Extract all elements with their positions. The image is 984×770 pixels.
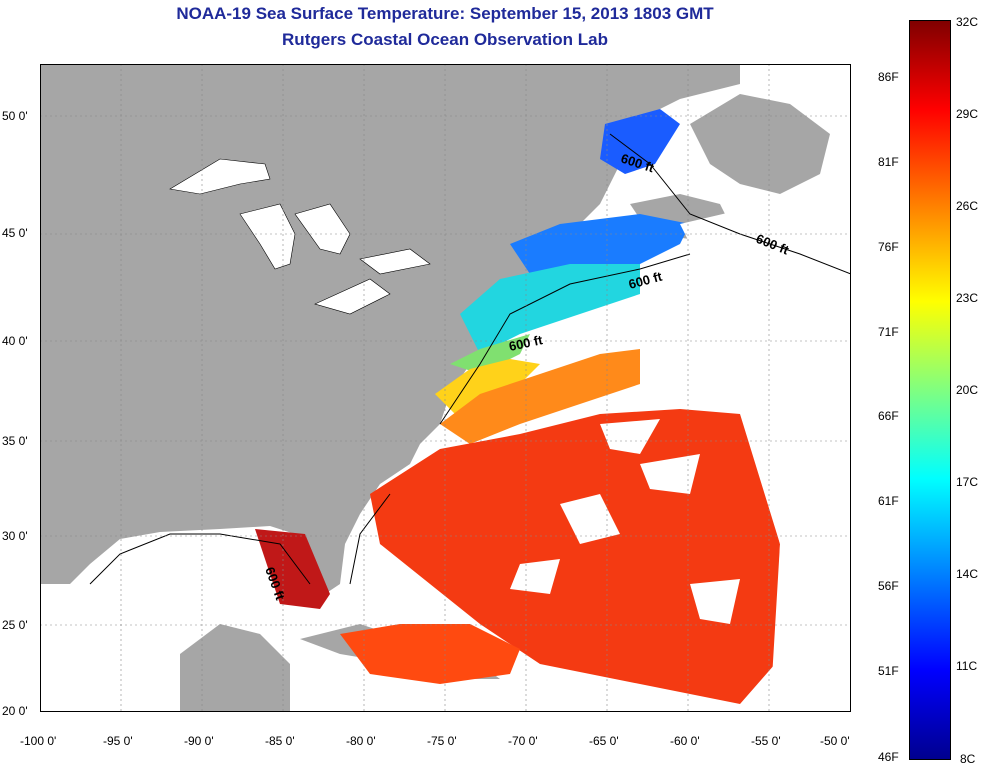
colorbar-fahrenheit-label: 56F [878,579,899,593]
colorbar-celsius-label: 14C [956,567,979,581]
colorbar-fahrenheit-label: 86F [878,70,899,84]
lon-label: -60 0' [670,734,700,748]
lat-label: 25 0' [2,618,28,632]
colorbar-fahrenheit-label: 51F [878,664,899,678]
colorbar-celsius-label: 26C [956,199,979,213]
contour-label: 600 ft [508,332,545,354]
lon-label: -85 0' [265,734,295,748]
lon-label: -80 0' [346,734,376,748]
lon-label: -95 0' [103,734,133,748]
colorbar-celsius-label: 20C [956,383,979,397]
lon-label: -70 0' [508,734,538,748]
sst-map: 600 ft 600 ft 600 ft 600 ft 600 ft [40,64,851,712]
graticule [40,64,851,712]
lon-label: -55 0' [751,734,781,748]
sst-orange-zone [440,349,640,444]
lon-label: -50 0' [820,734,850,748]
sst-caribbean [340,624,520,684]
colorbar-fahrenheit-label: 76F [878,240,899,254]
sst-green-shelf [450,334,530,374]
sst-warm-gulf-strip [255,529,330,609]
bathymetry-contour [89,133,851,585]
colorbar-celsius-label: 11C [956,659,978,673]
lon-label: -65 0' [589,734,619,748]
colorbar-celsius-label: 32C [956,15,979,29]
colorbar-fahrenheit-label: 61F [878,494,899,508]
land-yucatan [180,624,290,712]
map-title: NOAA-19 Sea Surface Temperature: Septemb… [176,4,714,23]
lon-label: -100 0' [20,734,57,748]
lat-label: 20 0' [2,704,28,718]
lat-label: 30 0' [2,529,28,543]
lat-label: 45 0' [2,226,28,240]
colorbar-celsius-label: 29C [956,107,979,121]
great-lakes [169,158,431,315]
cloud-right-east [720,304,851,712]
sst-cold-gulf-st-lawrence [600,109,680,174]
sst-yellow-shelf [435,359,540,419]
colorbar-celsius-label: 8C [960,752,976,766]
colorbar-celsius-label: 17C [956,475,979,489]
colorbar-fahrenheit-label: 46F [878,750,899,764]
sst-teal-shelf [460,264,640,354]
map-subtitle: Rutgers Coastal Ocean Observation Lab [282,30,608,49]
map-border [40,64,851,712]
lat-label: 50 0' [2,109,28,123]
land-north-america [40,64,740,594]
cloud-top-east [680,184,851,304]
lon-label: -90 0' [184,734,214,748]
lat-label: 35 0' [2,434,28,448]
sst-cool-gulf-of-maine [510,214,690,274]
colorbar-celsius-label: 23C [956,291,979,305]
temperature-colorbar [909,20,951,760]
colorbar-fahrenheit-label: 71F [878,325,899,339]
lon-label: -75 0' [427,734,457,748]
land-newfoundland [690,94,830,194]
lat-label: 40 0' [2,334,28,348]
colorbar-fahrenheit-label: 81F [878,155,899,169]
colorbar-fahrenheit-label: 66F [878,409,899,423]
cloud-gap-1 [510,419,740,624]
